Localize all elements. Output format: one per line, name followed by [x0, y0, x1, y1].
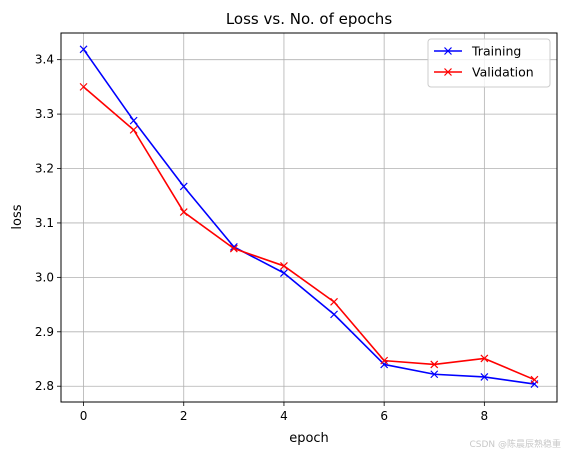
- x-tick-label: 2: [180, 409, 188, 423]
- x-tick-label: 4: [280, 409, 288, 423]
- legend-validation-label: Validation: [472, 65, 534, 80]
- legend-training-label: Training: [471, 44, 521, 59]
- training-point: [179, 182, 188, 191]
- y-tick-label: 3.2: [35, 162, 54, 176]
- validation-point: [179, 208, 188, 216]
- training-point: [430, 370, 439, 379]
- legend-training-marker: [444, 47, 452, 55]
- series-layer: [79, 45, 539, 388]
- y-tick-label: 3.4: [35, 53, 54, 67]
- training-point: [280, 269, 288, 277]
- validation-point: [380, 356, 389, 365]
- validation-point: [530, 375, 539, 384]
- x-tick-label: 0: [80, 409, 88, 423]
- y-tick-label: 2.9: [35, 325, 54, 339]
- validation-point: [330, 297, 338, 306]
- training-point: [480, 373, 489, 381]
- y-tick-label: 3.3: [35, 107, 54, 121]
- validation-line: [83, 86, 535, 381]
- validation-point: [480, 354, 489, 363]
- chart-title: Loss vs. No. of epochs: [226, 10, 392, 28]
- ticks: 0 2 4 6 8 2.8 2.9 3.0 3.1 3.2 3.3 3.4: [35, 53, 488, 423]
- legend: Training Validation: [427, 38, 551, 88]
- validation-point: [129, 125, 138, 134]
- training-point: [129, 116, 138, 125]
- validation-point: [430, 360, 439, 369]
- y-tick-label: 2.8: [35, 379, 54, 393]
- training-line: [82, 48, 535, 385]
- y-axis-label: loss: [10, 204, 25, 229]
- training-point: [380, 360, 389, 369]
- x-axis-label: epoch: [289, 431, 329, 446]
- training-point: [330, 310, 338, 319]
- validation-point: [229, 244, 238, 253]
- x-tick-label: 8: [481, 409, 489, 423]
- y-tick-label: 3.1: [35, 216, 54, 230]
- axes-frame: [60, 32, 558, 403]
- legend-validation-marker: [444, 68, 452, 76]
- watermark: CSDN @陈晨辰熟稳重: [469, 440, 561, 450]
- x-tick-label: 6: [380, 409, 388, 423]
- y-tick-label: 3.0: [35, 270, 54, 284]
- grid: [61, 33, 557, 402]
- training-point: [79, 45, 88, 54]
- validation-point: [280, 262, 288, 270]
- validation-point: [79, 82, 88, 91]
